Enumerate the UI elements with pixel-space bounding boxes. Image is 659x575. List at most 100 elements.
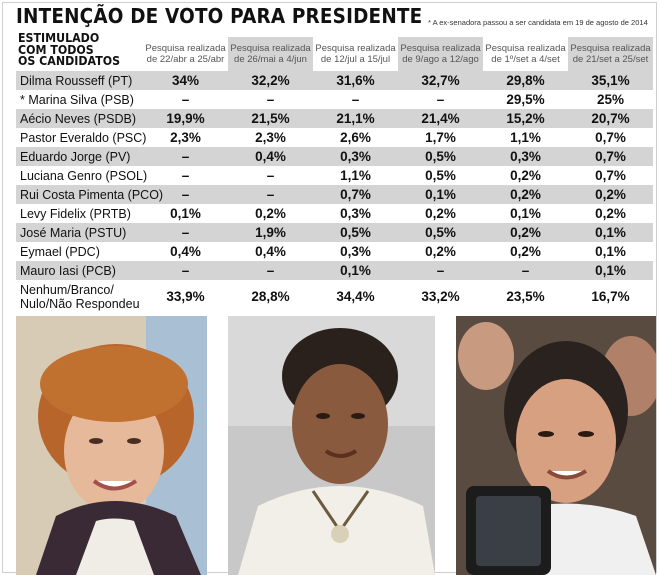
- candidate-name: Levy Fidelix (PRTB): [20, 206, 131, 221]
- candidate-name-line: Nulo/Não Respondeu: [20, 297, 140, 311]
- poll-value: 0,7%: [595, 168, 626, 183]
- poll-value: 0,2%: [483, 223, 568, 242]
- poll-table: Pesquisa realizada de 22/abr a 25/abr Pe…: [16, 37, 653, 314]
- poll-value: –: [143, 185, 228, 204]
- table-row: José Maria (PSTU) –1,9% 0,5% 0,5% 0,2% 0,1%: [16, 223, 653, 242]
- table-row: Pastor Everaldo (PSC) 2,3% 2,3% 2,6% 1,7% 1,1…: [16, 128, 653, 147]
- poll-value: 0,1%: [595, 244, 626, 259]
- candidate-name: Nenhum/Branco/Nulo/Não Respondeu: [16, 280, 143, 314]
- poll-value: 0,4%: [255, 244, 286, 259]
- poll-value: 0,2%: [595, 206, 626, 221]
- candidate-name: José Maria (PSTU): [16, 223, 143, 242]
- column-header: Pesquisa realizada de 1º/set a 4/set: [485, 43, 566, 65]
- candidate-name: * Marina Silva (PSB): [20, 92, 134, 107]
- stimulated-line: COM TODOS: [18, 42, 94, 57]
- poll-value: 29,8%: [483, 71, 568, 90]
- table-row: Nenhum/Branco/Nulo/Não Respondeu 33,9% 28,…: [16, 280, 653, 314]
- column-header: Pesquisa realizada de 21/set a 25/set: [568, 37, 653, 71]
- poll-value: –: [351, 92, 360, 107]
- poll-value: 0,2%: [510, 244, 541, 259]
- poll-value: 28,8%: [251, 289, 290, 304]
- marina-silva-photo: [228, 316, 435, 575]
- candidate-name: Dilma Rousseff (PT): [16, 71, 143, 90]
- poll-value: 1,1%: [340, 168, 371, 183]
- table-row: Rui Costa Pimenta (PCO) – –0,7% 0,1% 0,2% 0,2…: [16, 185, 653, 204]
- poll-value: 25%: [596, 92, 625, 107]
- table-row: Eymael (PDC) 0,4% 0,4% 0,3% 0,2% 0,2% 0,1%: [16, 242, 653, 261]
- poll-value: 19,9%: [143, 109, 228, 128]
- poll-value: –: [143, 147, 228, 166]
- poll-value: –: [228, 185, 313, 204]
- poll-value: 1,7%: [425, 130, 456, 145]
- poll-value: –: [266, 168, 275, 183]
- page-title: INTENÇÃO DE VOTO PARA PRESIDENTE: [16, 4, 423, 28]
- poll-value: 21,1%: [313, 109, 398, 128]
- column-header: Pesquisa realizada de 22/abr a 25/abr: [145, 43, 226, 65]
- candidate-name: Aécio Neves (PSDB): [16, 109, 143, 128]
- poll-value: 2,6%: [340, 130, 371, 145]
- poll-value: 0,2%: [425, 206, 456, 221]
- poll-value: 0,1%: [568, 223, 653, 242]
- poll-value: 0,4%: [170, 244, 201, 259]
- poll-value: –: [436, 92, 445, 107]
- table-row: Mauro Iasi (PCB) – –0,1% – –0,1%: [16, 261, 653, 280]
- table-row: Levy Fidelix (PRTB) 0,1% 0,2% 0,3% 0,2% 0,1% 0…: [16, 204, 653, 223]
- candidate-photos: [0, 316, 659, 575]
- poll-value: 0,7%: [595, 130, 626, 145]
- candidate-name: Luciana Genro (PSOL): [20, 168, 148, 183]
- poll-value: 0,3%: [340, 206, 371, 221]
- stimulated-line: OS CANDIDATOS: [18, 54, 121, 68]
- poll-value: 32,7%: [398, 71, 483, 90]
- poll-value: 2,3%: [255, 130, 286, 145]
- poll-value: 0,3%: [313, 147, 398, 166]
- candidate-name: Rui Costa Pimenta (PCO): [16, 185, 163, 204]
- poll-value: –: [143, 261, 228, 280]
- poll-value: 16,7%: [591, 289, 630, 304]
- table-row: Luciana Genro (PSOL) – – 1,1% 0,5% 0,2% 0,7%: [16, 166, 653, 185]
- poll-value: 0,2%: [568, 185, 653, 204]
- poll-value: 21,4%: [398, 109, 483, 128]
- poll-value: 23,5%: [506, 289, 545, 304]
- candidate-name: Eduardo Jorge (PV): [16, 147, 143, 166]
- poll-value: 0,1%: [313, 261, 398, 280]
- poll-value: 1,9%: [228, 223, 313, 242]
- poll-value: 34,4%: [336, 289, 375, 304]
- poll-value: 20,7%: [568, 109, 653, 128]
- poll-value: 0,2%: [255, 206, 286, 221]
- table-row: Dilma Rousseff (PT) 34% 32,2% 31,6% 32,7% 29,…: [16, 71, 653, 90]
- poll-value: 34%: [143, 71, 228, 90]
- dilma-rousseff-photo: [16, 316, 207, 575]
- poll-value: 0,7%: [568, 147, 653, 166]
- candidate-name-line: Nenhum/Branco/: [20, 283, 114, 297]
- column-header: Pesquisa realizada de 12/jul a 15/jul: [315, 43, 396, 65]
- poll-value: 29,5%: [506, 92, 545, 107]
- poll-value: –: [398, 261, 483, 280]
- table-row: * Marina Silva (PSB) – – – – 29,5% 25%: [16, 90, 653, 109]
- column-header: Pesquisa realizada de 26/mai a 4/jun: [228, 37, 313, 71]
- poll-value: 1,1%: [510, 130, 541, 145]
- table-header-row: Pesquisa realizada de 22/abr a 25/abr Pe…: [16, 37, 653, 71]
- poll-value: 31,6%: [313, 71, 398, 90]
- poll-value: 33,2%: [421, 289, 460, 304]
- poll-value: 0,2%: [483, 185, 568, 204]
- poll-value: –: [181, 92, 190, 107]
- poll-value: 0,7%: [313, 185, 398, 204]
- poll-value: –: [181, 168, 190, 183]
- stimulated-label: ESTIMULADO COM TODOS OS CANDIDATOS: [18, 32, 121, 68]
- column-header: Pesquisa realizada de 9/ago a 12/ago: [398, 37, 483, 71]
- table-body: Dilma Rousseff (PT) 34% 32,2% 31,6% 32,7% 29,…: [16, 71, 653, 314]
- poll-value: –: [266, 92, 275, 107]
- poll-value: 2,3%: [170, 130, 201, 145]
- footnote: * A ex-senadora passou a ser candidata e…: [428, 18, 648, 27]
- poll-value: –: [228, 261, 313, 280]
- poll-value: 33,9%: [166, 289, 205, 304]
- poll-value: 0,3%: [483, 147, 568, 166]
- poll-value: 0,5%: [398, 223, 483, 242]
- poll-value: 0,4%: [228, 147, 313, 166]
- candidate-name: Eymael (PDC): [20, 244, 100, 259]
- poll-value: 35,1%: [568, 71, 653, 90]
- poll-value: 0,5%: [425, 168, 456, 183]
- poll-value: 0,2%: [425, 244, 456, 259]
- candidate-name: Pastor Everaldo (PSC): [20, 130, 147, 145]
- poll-value: 32,2%: [228, 71, 313, 90]
